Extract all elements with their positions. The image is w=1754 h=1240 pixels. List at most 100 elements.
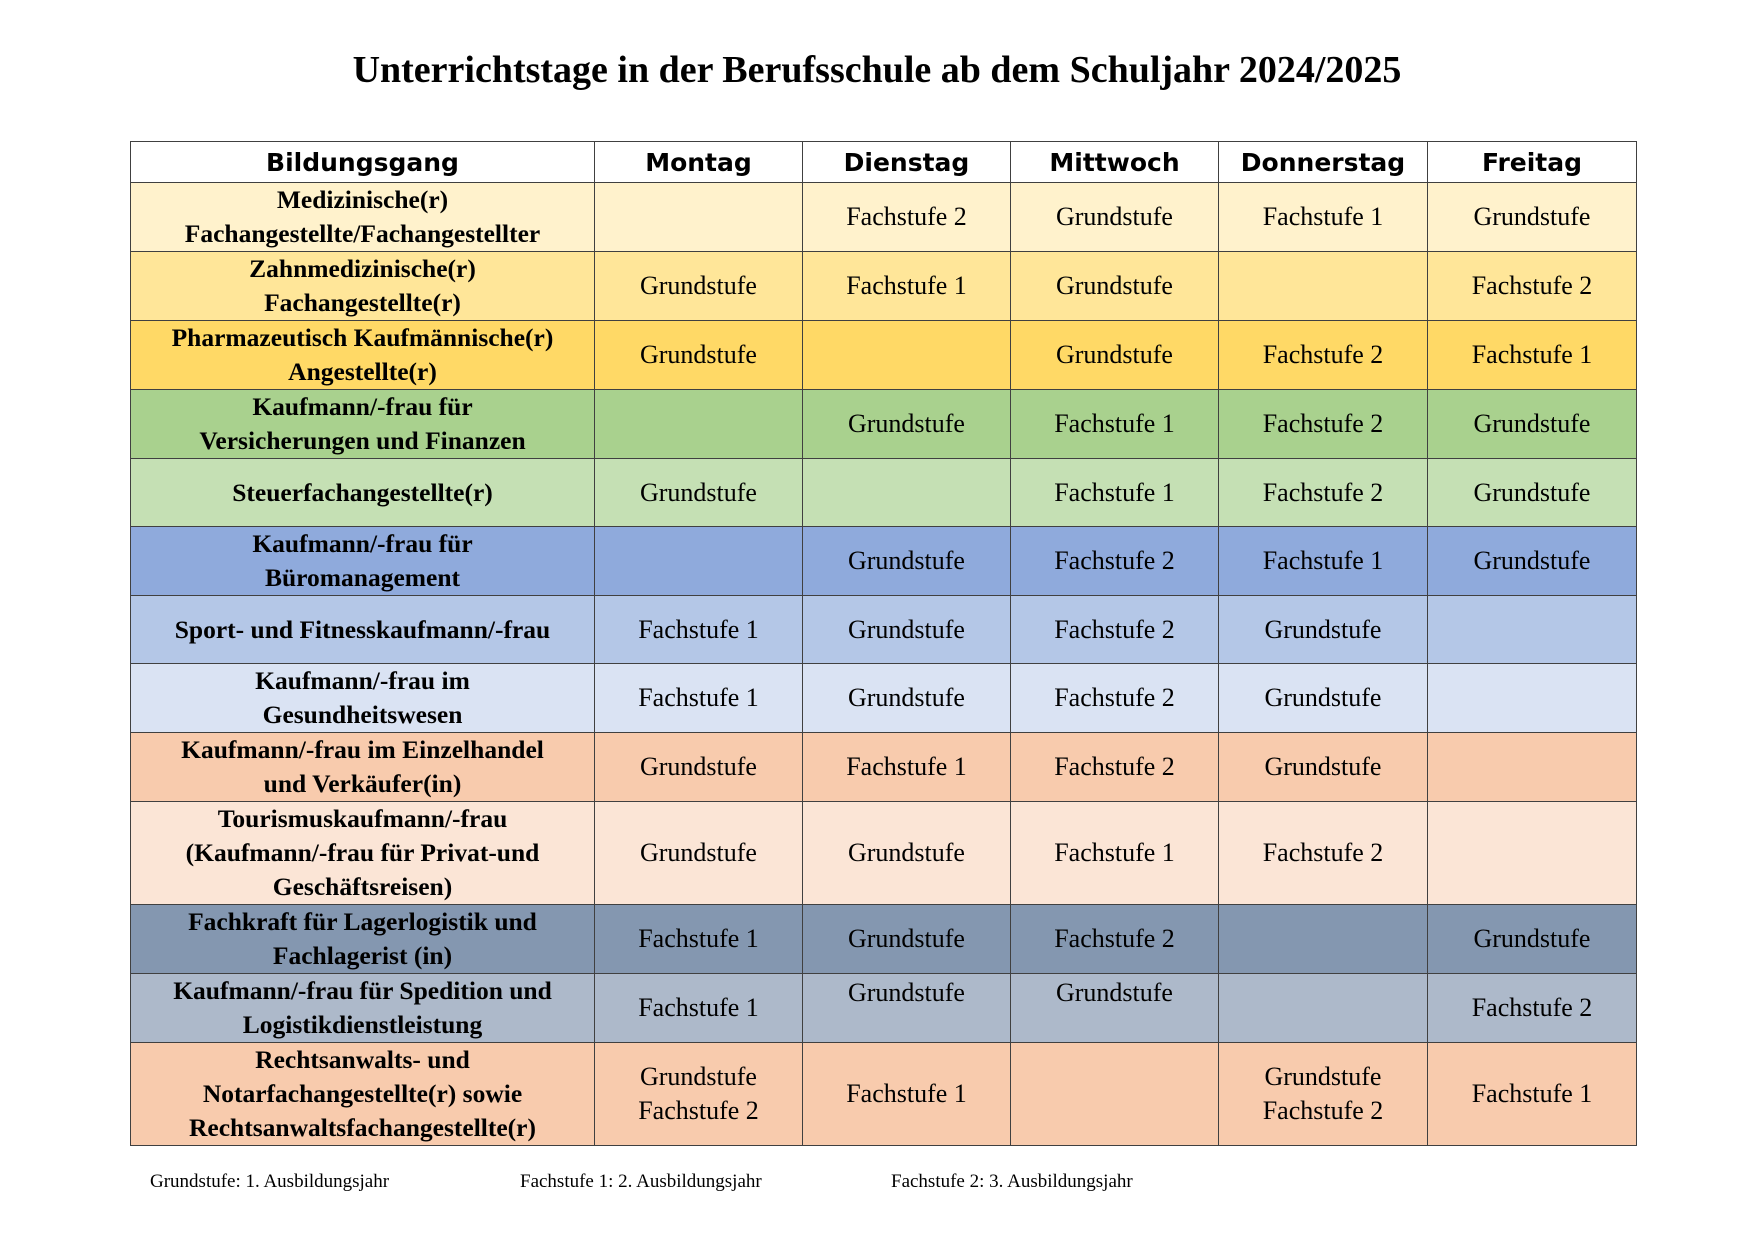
table-row: Tourismuskaufmann/-frau (Kaufmann/-frau f… bbox=[130, 801, 1637, 905]
schedule-cell-tuesday: Grundstufe bbox=[802, 973, 1011, 1043]
table-row: Kaufmann/-frau im Einzelhandel und Verkäu… bbox=[130, 732, 1637, 802]
schedule-cell-monday: Fachstufe 1 bbox=[594, 663, 803, 733]
program-name: Fachkraft für Lagerlogistik und Fachlager… bbox=[130, 904, 595, 974]
schedule-cell-monday bbox=[594, 182, 803, 252]
legend-grundstufe: Grundstufe: 1. Ausbildungsjahr bbox=[150, 1171, 390, 1192]
column-header-tuesday: Dienstag bbox=[802, 141, 1011, 183]
schedule-cell-friday: Fachstufe 2 bbox=[1427, 973, 1637, 1043]
schedule-cell-wednesday: Grundstufe bbox=[1010, 973, 1219, 1043]
schedule-cell-tuesday: Fachstufe 2 bbox=[802, 182, 1011, 252]
schedule-cell-tuesday: Grundstufe bbox=[802, 663, 1011, 733]
schedule-cell-friday: Fachstufe 2 bbox=[1427, 251, 1637, 321]
column-header-program: Bildungsgang bbox=[130, 141, 595, 183]
page-title: Unterrichtstage in der Berufsschule ab d… bbox=[352, 49, 1402, 91]
schedule-cell-tuesday: Grundstufe bbox=[802, 389, 1011, 459]
schedule-cell-tuesday: Grundstufe bbox=[802, 595, 1011, 664]
legend-fachstufe-2: Fachstufe 2: 3. Ausbildungsjahr bbox=[891, 1171, 1133, 1192]
schedule-cell-wednesday: Fachstufe 2 bbox=[1010, 732, 1219, 802]
schedule-cell-tuesday: Fachstufe 1 bbox=[802, 1042, 1011, 1146]
schedule-cell-friday: Grundstufe bbox=[1427, 526, 1637, 596]
schedule-cell-monday bbox=[594, 389, 803, 459]
schedule-cell-tuesday bbox=[802, 320, 1011, 390]
schedule-cell-wednesday: Grundstufe bbox=[1010, 320, 1219, 390]
column-header-friday: Freitag bbox=[1427, 141, 1637, 183]
program-name: Pharmazeutisch Kaufmännische(r) Angestell… bbox=[130, 320, 595, 390]
schedule-cell-wednesday: Fachstufe 2 bbox=[1010, 663, 1219, 733]
schedule-cell-thursday bbox=[1218, 904, 1428, 974]
schedule-cell-thursday: Fachstufe 2 bbox=[1218, 458, 1428, 527]
program-name: Kaufmann/-frau im Einzelhandel und Verkäu… bbox=[130, 732, 595, 802]
schedule-cell-thursday: Grundstufe bbox=[1218, 663, 1428, 733]
schedule-cell-monday: Fachstufe 1 bbox=[594, 904, 803, 974]
program-name: Kaufmann/-frau für Büromanagement bbox=[130, 526, 595, 596]
schedule-cell-wednesday: Grundstufe bbox=[1010, 251, 1219, 321]
schedule-cell-friday: Grundstufe bbox=[1427, 182, 1637, 252]
schedule-cell-monday: Grundstufe bbox=[594, 732, 803, 802]
schedule-cell-friday: Fachstufe 1 bbox=[1427, 1042, 1637, 1146]
schedule-cell-friday: Grundstufe bbox=[1427, 389, 1637, 459]
schedule-cell-friday bbox=[1427, 663, 1637, 733]
schedule-cell-thursday: Grundstufe bbox=[1218, 732, 1428, 802]
schedule-cell-friday bbox=[1427, 801, 1637, 905]
schedule-cell-thursday: Fachstufe 1 bbox=[1218, 526, 1428, 596]
schedule-cell-tuesday: Fachstufe 1 bbox=[802, 732, 1011, 802]
schedule-cell-wednesday bbox=[1010, 1042, 1219, 1146]
program-name: Kaufmann/-frau für Versicherungen und Fin… bbox=[130, 389, 595, 459]
program-name: Steuerfachangestellte(r) bbox=[130, 458, 595, 527]
schedule-cell-tuesday: Fachstufe 1 bbox=[802, 251, 1011, 321]
schedule-cell-monday: Fachstufe 1 bbox=[594, 973, 803, 1043]
schedule-cell-thursday: Grundstufe Fachstufe 2 bbox=[1218, 1042, 1428, 1146]
table-row: Pharmazeutisch Kaufmännische(r) Angestell… bbox=[130, 320, 1637, 390]
schedule-cell-tuesday: Grundstufe bbox=[802, 526, 1011, 596]
schedule-cell-friday: Fachstufe 1 bbox=[1427, 320, 1637, 390]
schedule-cell-monday: Grundstufe Fachstufe 2 bbox=[594, 1042, 803, 1146]
schedule-cell-tuesday bbox=[802, 458, 1011, 527]
program-name: Medizinische(r) Fachangestellte/Fachanges… bbox=[130, 182, 595, 252]
schedule-cell-monday: Fachstufe 1 bbox=[594, 595, 803, 664]
table-row: Kaufmann/-frau für Spedition und Logistik… bbox=[130, 973, 1637, 1043]
schedule-cell-monday: Grundstufe bbox=[594, 458, 803, 527]
schedule-cell-wednesday: Fachstufe 2 bbox=[1010, 526, 1219, 596]
schedule-cell-tuesday: Grundstufe bbox=[802, 801, 1011, 905]
schedule-cell-wednesday: Fachstufe 2 bbox=[1010, 904, 1219, 974]
column-header-thursday: Donnerstag bbox=[1218, 141, 1428, 183]
schedule-cell-monday: Grundstufe bbox=[594, 251, 803, 321]
program-name: Tourismuskaufmann/-frau (Kaufmann/-frau f… bbox=[130, 801, 595, 905]
schedule-cell-wednesday: Fachstufe 1 bbox=[1010, 801, 1219, 905]
table-row: Medizinische(r) Fachangestellte/Fachanges… bbox=[130, 182, 1637, 252]
table-row: Kaufmann/-frau für Büromanagement Grundstu… bbox=[130, 526, 1637, 596]
column-header-wednesday: Mittwoch bbox=[1010, 141, 1219, 183]
legend-fachstufe-1: Fachstufe 1: 2. Ausbildungsjahr bbox=[520, 1171, 762, 1192]
table-row: Zahnmedizinische(r) Fachangestellte(r) Gru… bbox=[130, 251, 1637, 321]
schedule-cell-thursday: Fachstufe 2 bbox=[1218, 389, 1428, 459]
schedule-cell-thursday: Fachstufe 1 bbox=[1218, 182, 1428, 252]
program-name: Sport- und Fitnesskaufmann/-frau bbox=[130, 595, 595, 664]
table-row: Kaufmann/-frau für Versicherungen und Fin… bbox=[130, 389, 1637, 459]
schedule-body: Medizinische(r) Fachangestellte/Fachanges… bbox=[130, 182, 1637, 1146]
table-row: Rechtsanwalts- und Notarfachangestellte(r… bbox=[130, 1042, 1637, 1146]
schedule-cell-wednesday: Fachstufe 1 bbox=[1010, 458, 1219, 527]
column-header-monday: Montag bbox=[594, 141, 803, 183]
schedule-cell-tuesday: Grundstufe bbox=[802, 904, 1011, 974]
header-row: Bildungsgang Montag Dienstag Mittwoch Do… bbox=[130, 141, 1637, 183]
schedule-cell-wednesday: Fachstufe 2 bbox=[1010, 595, 1219, 664]
schedule-cell-friday bbox=[1427, 595, 1637, 664]
schedule-cell-monday: Grundstufe bbox=[594, 320, 803, 390]
schedule-cell-monday bbox=[594, 526, 803, 596]
schedule-cell-thursday: Fachstufe 2 bbox=[1218, 801, 1428, 905]
schedule-cell-friday: Grundstufe bbox=[1427, 458, 1637, 527]
schedule-cell-wednesday: Grundstufe bbox=[1010, 182, 1219, 252]
schedule-cell-thursday bbox=[1218, 973, 1428, 1043]
schedule-cell-thursday bbox=[1218, 251, 1428, 321]
program-name: Zahnmedizinische(r) Fachangestellte(r) bbox=[130, 251, 595, 321]
table-row: Kaufmann/-frau im Gesundheitswesen Fachstu… bbox=[130, 663, 1637, 733]
schedule-cell-friday: Grundstufe bbox=[1427, 904, 1637, 974]
table-row: Fachkraft für Lagerlogistik und Fachlager… bbox=[130, 904, 1637, 974]
schedule-cell-friday bbox=[1427, 732, 1637, 802]
table-row: Steuerfachangestellte(r) Grundstufe Fachst… bbox=[130, 458, 1637, 527]
schedule-cell-thursday: Grundstufe bbox=[1218, 595, 1428, 664]
program-name: Kaufmann/-frau im Gesundheitswesen bbox=[130, 663, 595, 733]
schedule-cell-monday: Grundstufe bbox=[594, 801, 803, 905]
schedule-cell-wednesday: Fachstufe 1 bbox=[1010, 389, 1219, 459]
program-name: Kaufmann/-frau für Spedition und Logistik… bbox=[130, 973, 595, 1043]
